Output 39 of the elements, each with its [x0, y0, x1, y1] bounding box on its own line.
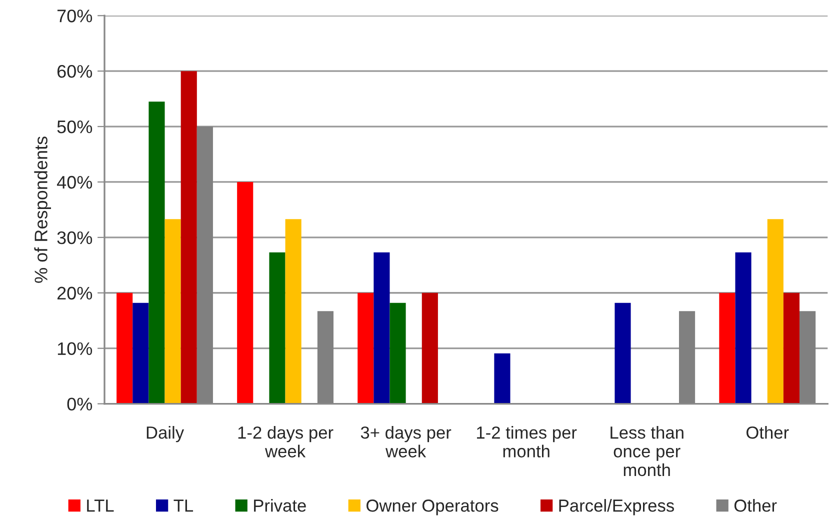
y-tick-label: 20% [57, 286, 92, 300]
bar [614, 302, 631, 404]
y-tick-label: 40% [56, 176, 92, 189]
bar [269, 252, 286, 404]
x-tick-label: Daily [146, 426, 184, 442]
legend-label: TL [174, 500, 194, 512]
bar [767, 219, 784, 404]
bar [164, 219, 181, 404]
y-tick-label: 60% [57, 65, 92, 78]
legend-label: Parcel/Express [559, 499, 674, 516]
bar [494, 353, 510, 404]
bar [285, 219, 302, 404]
x-tick-label: 3+ days per week [360, 426, 452, 458]
x-tick-label: Other [746, 426, 789, 439]
legend-label: Other [734, 499, 777, 512]
y-tick-label: 0% [67, 398, 92, 410]
bar [148, 102, 165, 404]
bar [358, 292, 374, 404]
x-tick-label: 1-2 times per month [477, 426, 577, 458]
bar [390, 302, 406, 404]
y-tick-label: 70% [57, 10, 92, 22]
bar [237, 182, 254, 404]
y-tick-label: 50% [57, 120, 92, 134]
bar [180, 71, 197, 404]
y-tick-label: 30% [57, 231, 92, 244]
bar [719, 292, 736, 404]
bar [735, 252, 752, 404]
x-tick-label: Less than once per month [610, 426, 684, 476]
y-axis-title: % of Respondents [34, 136, 51, 283]
bar [374, 252, 390, 404]
legend-label: LTL [87, 500, 114, 512]
x-tick-label: 1-2 days per week [238, 426, 334, 458]
bar [132, 302, 149, 404]
legend-label: Owner Operators [366, 499, 498, 516]
y-tick-label: 10% [58, 342, 92, 356]
bar [783, 292, 800, 404]
bar [116, 292, 133, 404]
legend-label: Private [254, 499, 306, 512]
bar [422, 292, 438, 404]
